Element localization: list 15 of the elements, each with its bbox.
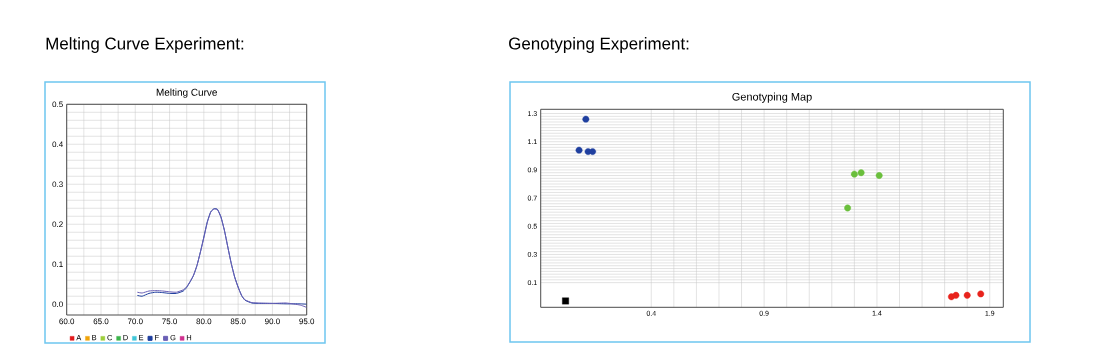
text: Genotyping Experiment: — [509, 37, 689, 53]
point — [977, 290, 985, 298]
point — [562, 297, 569, 305]
point — [850, 170, 858, 178]
point — [857, 169, 865, 177]
point — [844, 204, 851, 212]
point — [875, 172, 883, 179]
point — [952, 291, 960, 299]
chart-title: Genotyping Map — [732, 92, 812, 103]
point — [575, 146, 583, 154]
point — [589, 148, 597, 155]
point — [582, 115, 590, 123]
point — [963, 291, 971, 299]
chart-title: Melting Curve — [156, 88, 217, 98]
text: Melting Curve Experiment: — [46, 37, 244, 53]
